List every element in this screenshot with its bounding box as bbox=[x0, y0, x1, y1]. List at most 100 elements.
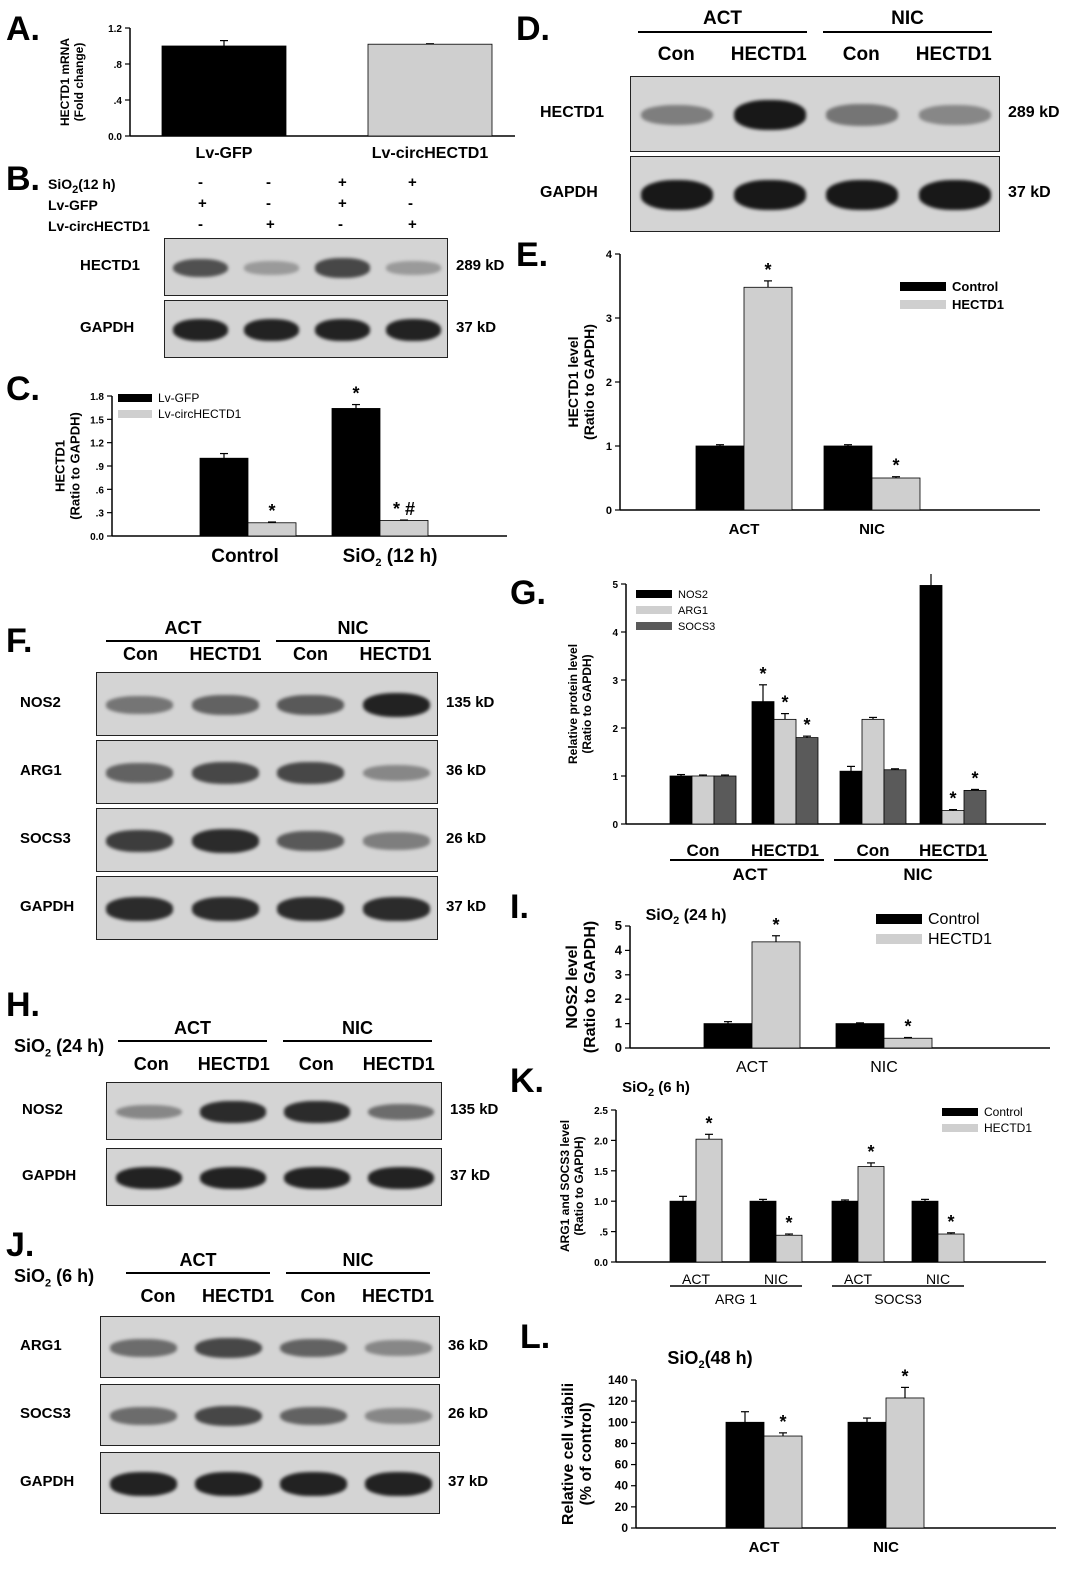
panel-label-l: L. bbox=[520, 1318, 551, 1356]
treatment-mark: - bbox=[266, 174, 271, 191]
legend-swatch bbox=[876, 934, 922, 944]
chart-l: 0 20 40 60 80 100 120 140 Relative cell viabili(… bbox=[560, 1348, 1056, 1556]
blot-lane-label: HECTD1 bbox=[361, 1286, 434, 1306]
legend-entry: HECTD1 bbox=[952, 297, 1004, 312]
bar-g-0-2 bbox=[839, 770, 863, 825]
significance-mark: * bbox=[971, 768, 978, 788]
x-group-label: ACT bbox=[733, 865, 769, 884]
y-tick-label: 2 bbox=[615, 991, 622, 1006]
bar-g-0-0 bbox=[669, 775, 693, 825]
blot-band bbox=[195, 1405, 262, 1427]
treatment-mark: - bbox=[408, 195, 413, 212]
blot-band bbox=[195, 1337, 262, 1359]
blot-protein-label: GAPDH bbox=[22, 1167, 77, 1184]
blot-band bbox=[641, 104, 714, 126]
y-tick-label: 3 bbox=[615, 967, 622, 982]
chart-title: SiO2 (24 h) bbox=[646, 907, 727, 927]
y-axis-label: Relative protein level (Ratio to GAPDH) bbox=[566, 644, 594, 764]
blot-band bbox=[362, 692, 430, 718]
treatment-label: Lv-GFP bbox=[48, 197, 98, 213]
x-category-label: ACT bbox=[682, 1271, 710, 1287]
panel-label-a: A. bbox=[6, 10, 40, 48]
bar-k-0-3 bbox=[911, 1200, 939, 1263]
legend-swatch bbox=[636, 606, 672, 614]
blot-band bbox=[195, 1472, 262, 1496]
significance-mark: * bbox=[901, 1366, 908, 1386]
blot-kd-label: 135 kD bbox=[446, 694, 495, 711]
blot-band bbox=[385, 319, 442, 341]
y-axis-label-line: HECTD1 bbox=[53, 440, 68, 492]
legend-entry: ARG1 bbox=[678, 605, 708, 617]
y-tick-label: 1 bbox=[606, 441, 612, 453]
blot-condition-label: SiO2 (6 h) bbox=[14, 1266, 95, 1290]
blot-band bbox=[826, 104, 899, 126]
y-tick-label: .5 bbox=[600, 1228, 609, 1239]
legend-entry: Control bbox=[928, 911, 980, 928]
blot-group-label: NIC bbox=[337, 618, 369, 638]
blot-lane-label: Con bbox=[140, 1286, 176, 1306]
bar-c-1-0 bbox=[247, 522, 297, 537]
blot-band bbox=[243, 319, 300, 341]
y-axis-label-line: (Fold change) bbox=[72, 43, 86, 122]
x-category-label: ACT bbox=[749, 1539, 780, 1556]
significance-mark: * bbox=[779, 1412, 786, 1432]
y-tick-label: 1 bbox=[612, 772, 618, 783]
y-tick-label: .9 bbox=[96, 462, 105, 473]
blot-lane-label: Con bbox=[298, 1054, 334, 1074]
y-tick-label: 1.8 bbox=[90, 392, 104, 403]
x-category-label: ACT bbox=[736, 1059, 768, 1076]
blot-band bbox=[106, 897, 174, 921]
blot-band bbox=[277, 897, 345, 921]
blot-kd-label: 36 kD bbox=[448, 1337, 489, 1354]
chart-k: 0.0 .5 1.0 1.5 2.0 2.5 ARG1 and SOCS3 level (Ra… bbox=[558, 1079, 1046, 1307]
blot-lane-label: HECTD1 bbox=[915, 44, 992, 65]
bar-g-1-3 bbox=[941, 810, 965, 825]
blot-lane-label: Con bbox=[293, 644, 328, 664]
blot-band bbox=[200, 1101, 266, 1123]
legend-swatch bbox=[636, 590, 672, 598]
chart-i: 0 1 2 3 4 5 NOS2 level (Ratio to GAPDH) * * ACT NIC… bbox=[564, 907, 1050, 1076]
blot-band bbox=[277, 762, 345, 784]
chart-g: 0 1 2 3 4 5 Relative protein level (Ratio to GA… bbox=[566, 574, 1046, 884]
bar-i-0-0 bbox=[703, 1023, 753, 1049]
x-category-label: ACT bbox=[844, 1271, 872, 1287]
significance-mark: * bbox=[867, 1142, 874, 1162]
y-tick-label: 4 bbox=[606, 249, 613, 261]
blot-group-label: ACT bbox=[702, 8, 743, 29]
blot-band bbox=[106, 696, 174, 714]
blot-band bbox=[314, 258, 371, 278]
blot-band bbox=[110, 1339, 177, 1357]
blot-band bbox=[362, 764, 430, 782]
legend-swatch bbox=[876, 914, 922, 924]
bar-g-1-0 bbox=[691, 775, 715, 825]
x-category-label: SiO2 (12 h) bbox=[343, 546, 438, 569]
x-category-label: HECTD1 bbox=[751, 841, 819, 860]
blot-group-line bbox=[106, 640, 260, 642]
blot-group-line bbox=[118, 1040, 267, 1042]
x-category-label: NIC bbox=[764, 1271, 788, 1287]
legend-entry: Lv-GFP bbox=[158, 391, 199, 405]
x-category-label: NIC bbox=[870, 1059, 898, 1076]
y-tick-label: 0.0 bbox=[108, 132, 122, 143]
treatment-mark: + bbox=[338, 195, 347, 212]
x-category-label: Lv-GFP bbox=[196, 145, 253, 162]
blot-group-label: NIC bbox=[891, 8, 924, 29]
blot-band bbox=[277, 695, 345, 715]
x-category-label: Lv-circHECTD1 bbox=[372, 145, 489, 162]
panel-label-k: K. bbox=[510, 1062, 544, 1100]
bar-k-1-0 bbox=[695, 1138, 723, 1263]
legend-swatch bbox=[942, 1124, 978, 1132]
blot-kd-label: 37 kD bbox=[1008, 184, 1051, 201]
treatment-mark: - bbox=[338, 216, 343, 233]
panel-label-c: C. bbox=[6, 370, 40, 408]
blot-band bbox=[106, 829, 174, 853]
blot-band bbox=[200, 1167, 266, 1189]
panel-label-g: G. bbox=[510, 574, 546, 612]
blot-lane-label: Con bbox=[133, 1054, 169, 1074]
y-tick-label: 100 bbox=[608, 1415, 628, 1429]
blot-gapdh bbox=[106, 1148, 442, 1206]
blot-group-line bbox=[638, 31, 807, 33]
bar-k-1-3 bbox=[937, 1233, 965, 1263]
blot-lane-label: HECTD1 bbox=[362, 1054, 435, 1074]
blot-group-label: ACT bbox=[164, 618, 202, 638]
